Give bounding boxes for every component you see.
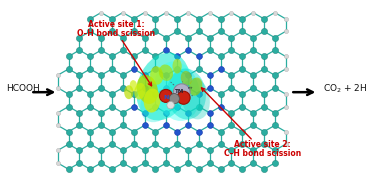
Text: CO$_2$ + 2H: CO$_2$ + 2H [323, 82, 367, 95]
Text: C–H bond scission: C–H bond scission [224, 149, 301, 158]
Circle shape [169, 94, 180, 104]
Text: HCOOH: HCOOH [6, 84, 40, 93]
Ellipse shape [124, 85, 134, 99]
Circle shape [160, 89, 173, 102]
Ellipse shape [154, 62, 200, 121]
Circle shape [173, 84, 190, 101]
Ellipse shape [181, 71, 192, 86]
Circle shape [177, 91, 190, 104]
Ellipse shape [173, 59, 182, 74]
Ellipse shape [189, 77, 203, 96]
Ellipse shape [130, 80, 137, 91]
Ellipse shape [137, 53, 190, 120]
Text: Active site 2:: Active site 2: [234, 140, 291, 149]
Circle shape [167, 101, 174, 109]
Text: Active site 1:: Active site 1: [88, 20, 144, 29]
Ellipse shape [140, 79, 177, 122]
Text: O–H bond scission: O–H bond scission [77, 29, 155, 38]
Ellipse shape [134, 83, 146, 100]
Ellipse shape [159, 64, 173, 81]
Text: n+: n+ [187, 86, 193, 91]
Text: N: N [163, 95, 169, 100]
Ellipse shape [137, 75, 158, 104]
Ellipse shape [144, 88, 160, 113]
Text: TM: TM [175, 89, 184, 94]
Ellipse shape [181, 78, 210, 119]
Ellipse shape [150, 66, 163, 85]
Ellipse shape [167, 69, 206, 119]
